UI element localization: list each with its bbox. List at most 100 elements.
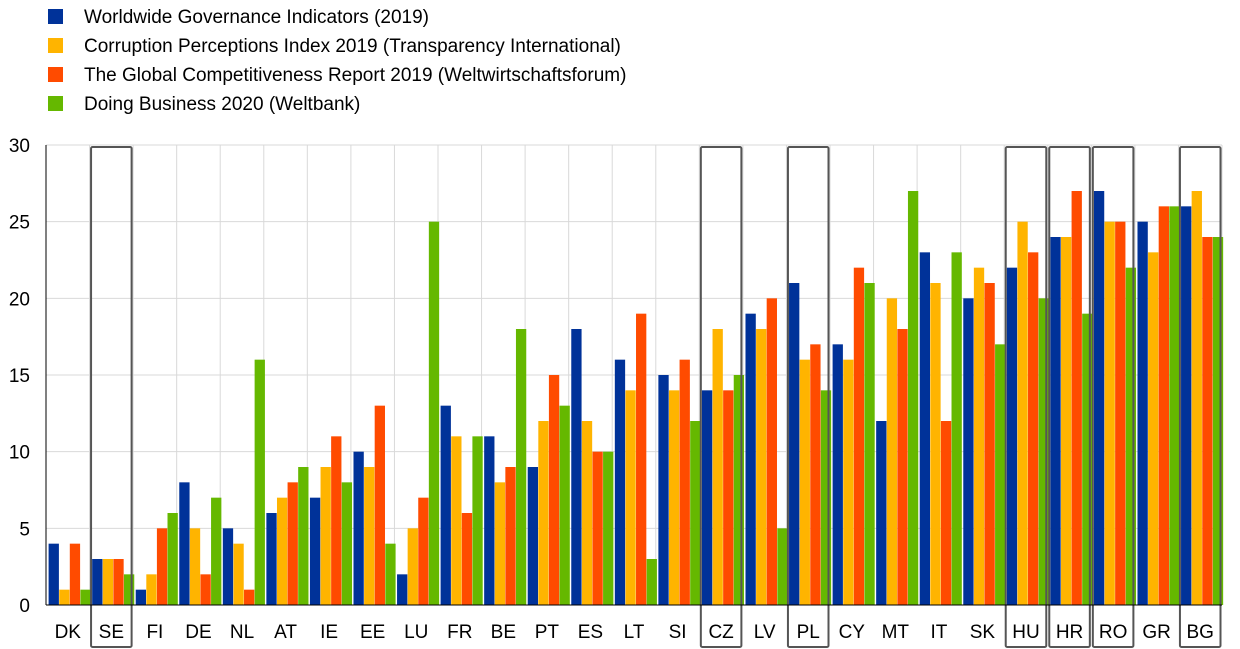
bar-lt-series-1 (614, 359, 626, 605)
bar-fi-series-4 (167, 513, 178, 605)
bar-es-series-3 (592, 451, 603, 605)
bar-si-series-4 (690, 421, 701, 605)
bar-hr-series-1 (1050, 237, 1061, 605)
bar-dk-series-3 (69, 543, 81, 605)
bar-es-series-1 (571, 329, 582, 605)
legend-swatch (48, 67, 63, 82)
bar-it-series-4 (951, 252, 962, 606)
y-tick-label: 15 (9, 366, 30, 387)
x-tick-label: BG (1186, 622, 1213, 643)
bar-hu-series-2 (1017, 221, 1028, 605)
y-tick-label: 0 (19, 596, 30, 617)
legend-label: Doing Business 2020 (Weltbank) (84, 94, 360, 115)
highlight-box-bg (1178, 146, 1222, 648)
bar-ie-series-4 (341, 482, 353, 605)
bar-gr-series-3 (1158, 206, 1169, 606)
bar-de-series-3 (200, 574, 211, 605)
bar-pt-series-2 (538, 421, 549, 605)
bar-ee-series-4 (385, 543, 396, 605)
y-axis-ticks: 0 5 10 15 20 25 30 (9, 136, 30, 617)
bar-cy-series-1 (832, 344, 843, 605)
bar-sk-series-3 (984, 283, 995, 605)
bar-cy-series-3 (853, 267, 865, 605)
bar-fr-series-2 (451, 436, 462, 605)
bar-pl-series-3 (810, 344, 821, 605)
bar-bg-series-1 (1181, 206, 1192, 606)
bar-dk-series-4 (80, 589, 91, 605)
bar-pt-series-3 (548, 375, 560, 605)
bar-it-series-1 (919, 252, 931, 606)
x-tick-label: LV (754, 622, 776, 643)
bar-mt-series-3 (897, 329, 908, 605)
bar-cz-series-1 (701, 390, 713, 605)
bar-pl-series-4 (820, 390, 832, 605)
bar-fi-series-3 (156, 528, 168, 605)
x-tick-label: SE (99, 622, 124, 643)
bar-be-series-4 (515, 329, 527, 605)
bar-lv-series-3 (766, 298, 777, 605)
bar-mt-series-1 (876, 421, 887, 605)
legend-label: Corruption Perceptions Index 2019 (Trans… (84, 36, 621, 57)
bar-dk-series-2 (59, 589, 70, 605)
x-tick-label: IE (320, 622, 338, 643)
bar-at-series-4 (298, 467, 309, 605)
bar-it-series-2 (930, 283, 941, 605)
bar-sk-series-4 (995, 344, 1006, 605)
bar-fi-series-1 (135, 589, 147, 605)
y-tick-label: 25 (9, 213, 30, 234)
highlight-box-pl (786, 146, 830, 648)
highlight-box-hu (1004, 146, 1048, 648)
bar-be-series-3 (505, 467, 516, 605)
x-tick-label: LU (404, 622, 428, 643)
bar-ee-series-1 (353, 451, 364, 605)
bar-lt-series-3 (636, 313, 647, 605)
x-tick-label: PL (797, 622, 820, 643)
bar-fr-series-1 (440, 405, 451, 605)
bar-pt-series-4 (559, 405, 570, 605)
x-tick-label: CY (839, 622, 866, 643)
bar-ie-series-1 (309, 497, 321, 605)
bar-hr-series-3 (1071, 191, 1082, 605)
bar-si-series-1 (658, 375, 669, 605)
y-tick-label: 30 (9, 136, 30, 157)
legend-label: The Global Competitiveness Report 2019 (… (84, 65, 626, 86)
bar-se-series-1 (92, 559, 103, 605)
bar-lv-series-1 (745, 313, 756, 605)
legend-swatch (48, 96, 63, 111)
x-tick-label: AT (274, 622, 297, 643)
highlight-box-ro (1091, 146, 1135, 648)
bar-at-series-2 (276, 497, 288, 605)
x-tick-label: LT (624, 622, 645, 643)
bar-lv-series-4 (777, 528, 788, 605)
bar-ro-series-3 (1115, 221, 1126, 605)
x-tick-label: SK (970, 622, 996, 643)
x-axis-ticks: DK SE FI DE NL AT IE EE LU FR BE PT ES LT SI CZ LV PL CY MT… (55, 622, 1214, 643)
bar-at-series-1 (266, 513, 277, 605)
x-tick-label: DK (55, 622, 82, 643)
bar-cy-series-2 (843, 359, 854, 605)
x-tick-label: GR (1142, 622, 1171, 643)
bar-nl-series-3 (244, 589, 255, 605)
highlight-box-se (90, 146, 133, 648)
bar-ie-series-3 (331, 436, 342, 605)
bar-lv-series-2 (756, 329, 767, 605)
x-tick-label: PT (535, 622, 560, 643)
bar-nl-series-2 (233, 543, 244, 605)
x-tick-label: MT (882, 622, 910, 643)
bar-se-series-2 (102, 559, 114, 605)
highlight-box-cz (699, 146, 743, 648)
x-tick-label: CZ (708, 622, 734, 643)
bar-at-series-3 (287, 482, 298, 605)
x-tick-label: IT (930, 622, 947, 643)
bar-gr-series-1 (1137, 221, 1148, 605)
bar-ee-series-2 (364, 467, 375, 605)
bar-nl-series-4 (254, 359, 265, 605)
bar-ee-series-3 (374, 405, 385, 605)
x-tick-label: SI (669, 622, 687, 643)
bar-nl-series-1 (222, 528, 234, 605)
bar-fi-series-2 (146, 574, 157, 605)
bar-cz-series-2 (712, 329, 723, 605)
bar-hr-series-4 (1082, 313, 1093, 605)
bar-pl-series-1 (789, 283, 800, 605)
